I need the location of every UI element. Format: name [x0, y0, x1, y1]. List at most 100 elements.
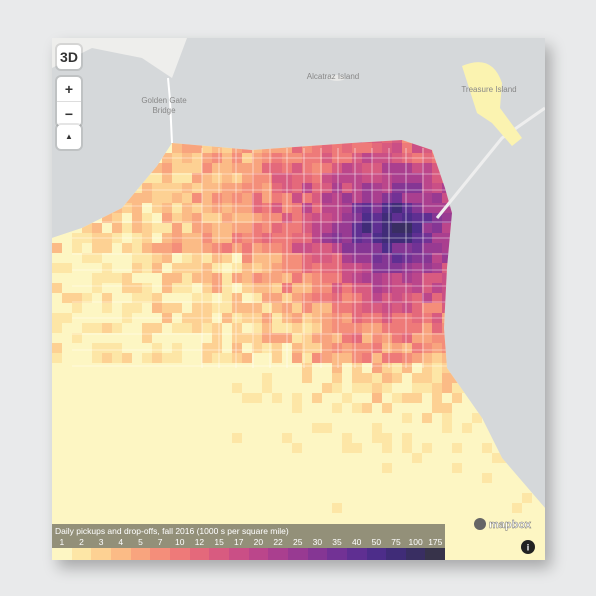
density-cell: [112, 373, 122, 383]
toggle-3d-label[interactable]: 3D: [60, 49, 78, 65]
density-cell: [192, 303, 202, 313]
density-cell: [222, 503, 232, 513]
density-cell: [482, 163, 492, 173]
zoom-in[interactable]: +: [57, 77, 81, 102]
place-label: Golden Gate: [141, 96, 187, 105]
density-cell: [162, 483, 172, 493]
density-cell: [312, 253, 322, 263]
density-cell: [272, 173, 282, 183]
compass-icon[interactable]: ▲: [65, 132, 73, 141]
density-cell: [362, 393, 372, 403]
density-cell: [152, 183, 162, 193]
density-cell: [442, 553, 452, 560]
density-cell: [382, 293, 392, 303]
density-cell: [262, 413, 272, 423]
map-panel[interactable]: Alcatraz Island Golden Gate Bridge Treas…: [52, 38, 545, 560]
density-cell: [322, 253, 332, 263]
density-cell: [92, 483, 102, 493]
density-cell: [152, 463, 162, 473]
density-cell: [312, 213, 322, 223]
density-cell: [202, 453, 212, 463]
density-cell: [312, 343, 322, 353]
density-cell: [532, 263, 542, 273]
density-cell: [472, 203, 482, 213]
density-cell: [232, 293, 242, 303]
density-cell: [62, 493, 72, 503]
density-cell: [232, 323, 242, 333]
density-cell: [242, 183, 252, 193]
density-cell: [512, 213, 522, 223]
info-button[interactable]: [521, 540, 535, 554]
density-cell: [72, 493, 82, 503]
density-cell: [112, 173, 122, 183]
density-cell: [142, 493, 152, 503]
density-cell: [182, 333, 192, 343]
density-cell: [182, 383, 192, 393]
density-cell: [142, 503, 152, 513]
density-cell: [292, 243, 302, 253]
density-cell: [502, 453, 512, 463]
compass[interactable]: ▲: [57, 125, 81, 149]
density-cell: [522, 303, 532, 313]
density-cell: [332, 140, 342, 143]
mapbox-logo[interactable]: mapbox: [489, 519, 532, 531]
density-cell: [492, 503, 502, 513]
density-cell: [372, 513, 382, 523]
density-cell: [82, 353, 92, 363]
density-cell: [472, 353, 482, 363]
density-cell: [422, 353, 432, 363]
density-cell: [532, 363, 542, 373]
density-cell: [362, 263, 372, 273]
density-cell: [282, 403, 292, 413]
density-cell: [502, 183, 512, 193]
density-cell: [432, 293, 442, 303]
density-cell: [212, 223, 222, 233]
density-cell: [442, 183, 452, 193]
density-cell: [122, 463, 132, 473]
info-icon[interactable]: i: [527, 542, 530, 552]
density-cell: [132, 333, 142, 343]
density-cell: [172, 363, 182, 373]
density-cell: [532, 353, 542, 363]
density-cell: [142, 183, 152, 193]
zoom-out[interactable]: −: [64, 106, 74, 122]
legend-item: 15: [209, 537, 229, 560]
density-cell: [92, 153, 102, 163]
density-cell: [392, 383, 402, 393]
density-cell: [282, 383, 292, 393]
density-cell: [422, 243, 432, 253]
density-cell: [112, 443, 122, 453]
density-cell: [392, 393, 402, 403]
density-cell: [382, 173, 392, 183]
density-cell: [222, 443, 232, 453]
density-cell: [112, 323, 122, 333]
density-cell: [422, 313, 432, 323]
density-cell: [482, 553, 492, 560]
density-cell: [492, 183, 502, 193]
density-cell: [372, 363, 382, 373]
density-cell: [462, 473, 472, 483]
toggle-3d[interactable]: 3D: [57, 45, 81, 69]
map[interactable]: Alcatraz Island Golden Gate Bridge Treas…: [52, 38, 545, 560]
density-cell: [122, 443, 132, 453]
density-cell: [362, 163, 372, 173]
density-cell: [402, 143, 412, 153]
density-cell: [402, 140, 412, 143]
density-cell: [382, 203, 392, 213]
density-cell: [452, 273, 462, 283]
density-cell: [532, 523, 542, 533]
density-cell: [72, 483, 82, 493]
density-cell: [292, 443, 302, 453]
density-cell: [192, 213, 202, 223]
density-cell: [162, 393, 172, 403]
density-cell: [72, 473, 82, 483]
density-cell: [252, 403, 262, 413]
density-cell: [122, 483, 132, 493]
density-cell: [92, 313, 102, 323]
density-cell: [372, 423, 382, 433]
density-cell: [232, 243, 242, 253]
density-cell: [112, 273, 122, 283]
density-cell: [482, 373, 492, 383]
density-cell: [382, 140, 392, 143]
density-cell: [432, 193, 442, 203]
